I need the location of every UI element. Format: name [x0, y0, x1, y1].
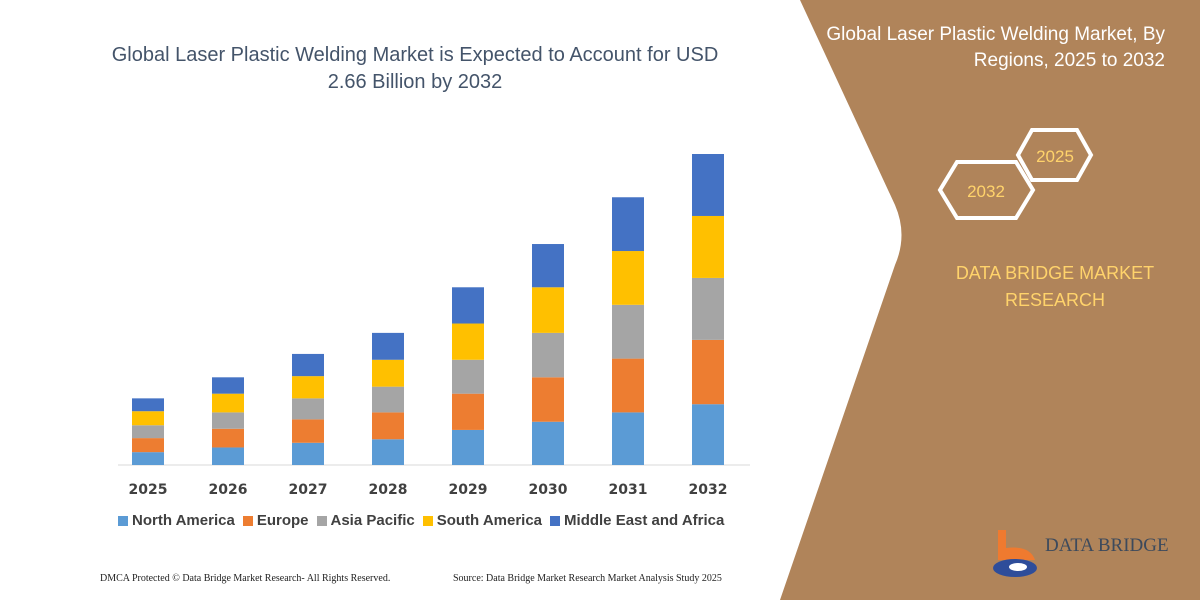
- bar-segment-2031-asia-pacific: [612, 304, 644, 359]
- legend-swatch: [118, 515, 128, 526]
- bar-segment-2029-middle-east-and-africa: [452, 287, 484, 324]
- x-ticks-group: 2025 2026 2027 2028 2029 2030 2031 2032: [129, 482, 728, 498]
- legend-swatch: [422, 515, 433, 526]
- bar-segment-2027-south-america: [292, 376, 324, 399]
- legend-label: Middle East and Africa: [564, 512, 725, 529]
- legend-swatch: [550, 515, 561, 526]
- bar-segment-2032-south-america: [692, 215, 724, 278]
- bar-segment-2031-south-america: [612, 251, 644, 305]
- bar-segment-2030-north-america: [532, 421, 564, 465]
- x-tick-label: 2025: [129, 482, 168, 498]
- side-panel-shape: [780, 0, 1200, 600]
- bar-segment-2025-asia-pacific: [132, 425, 164, 439]
- x-tick-label: 2026: [209, 482, 248, 498]
- bar-segment-2026-middle-east-and-africa: [212, 377, 244, 394]
- bar-segment-2027-asia-pacific: [292, 398, 324, 420]
- bar-segment-2025-north-america: [132, 452, 164, 465]
- bar-segment-2025-south-america: [132, 411, 164, 426]
- legend-item: Asia Pacific: [316, 512, 415, 529]
- bar-segment-2025-europe: [132, 438, 164, 453]
- logo-icon: [993, 530, 1037, 577]
- footer-source: Source: Data Bridge Market Research Mark…: [453, 573, 722, 584]
- legend-swatch: [242, 515, 253, 526]
- hexagon-2025: 2025: [1015, 128, 1094, 182]
- bar-segment-2028-middle-east-and-africa: [372, 332, 404, 360]
- legend-item: Middle East and Africa: [550, 512, 724, 529]
- bar-segment-2026-north-america: [212, 447, 244, 465]
- bar-segment-2029-north-america: [452, 429, 484, 465]
- hex-label-2032: 2032: [967, 182, 1005, 201]
- legend-item: North America: [118, 512, 235, 529]
- bar-segment-2028-north-america: [372, 439, 404, 465]
- footer-copyright: DMCA Protected © Data Bridge Market Rese…: [100, 573, 391, 584]
- legend: North America Europe Asia Pacific South Ame…: [118, 512, 724, 529]
- x-tick-label: 2027: [289, 482, 328, 498]
- legend-label: Asia Pacific: [330, 512, 415, 529]
- logo-text: DATA BRIDGE: [1045, 535, 1169, 556]
- bar-segment-2027-europe: [292, 419, 324, 443]
- bar-segment-2029-south-america: [452, 323, 484, 360]
- bar-segment-2030-south-america: [532, 287, 564, 333]
- bars-group: [132, 154, 724, 465]
- legend-item: South America: [422, 512, 543, 529]
- bar-segment-2031-middle-east-and-africa: [612, 197, 644, 252]
- side-panel-title: Global Laser Plastic Welding Market, By …: [826, 24, 1165, 71]
- bar-segment-2031-north-america: [612, 412, 644, 465]
- legend-swatch: [316, 515, 327, 526]
- x-tick-label: 2031: [609, 482, 648, 498]
- x-tick-label: 2030: [529, 482, 568, 498]
- bar-segment-2029-europe: [452, 393, 484, 430]
- bar-segment-2030-middle-east-and-africa: [532, 244, 564, 288]
- bar-segment-2032-middle-east-and-africa: [692, 154, 724, 216]
- bar-segment-2027-middle-east-and-africa: [292, 353, 324, 377]
- bar-segment-2030-asia-pacific: [532, 332, 564, 378]
- legend-label: Europe: [256, 512, 309, 529]
- chart-title: Global Laser Plastic Welding Market is E…: [111, 44, 719, 93]
- x-tick-label: 2032: [689, 482, 728, 498]
- bar-segment-2027-north-america: [292, 442, 324, 465]
- legend-item: Europe: [242, 512, 309, 529]
- bar-segment-2030-europe: [532, 377, 564, 422]
- legend-label: North America: [132, 512, 235, 529]
- bar-segment-2029-asia-pacific: [452, 359, 484, 394]
- brand-text: DATA BRIDGE MARKET RESEARCH: [955, 263, 1155, 310]
- bar-segment-2028-asia-pacific: [372, 386, 404, 413]
- bar-segment-2032-north-america: [692, 404, 724, 465]
- bar-segment-2031-europe: [612, 358, 644, 413]
- bar-segment-2032-asia-pacific: [692, 277, 724, 340]
- x-tick-label: 2028: [369, 482, 408, 498]
- bar-segment-2026-europe: [212, 428, 244, 448]
- bar-segment-2026-south-america: [212, 393, 244, 413]
- hexagon-2032: 2032: [937, 160, 1036, 220]
- hex-label-2025: 2025: [1036, 147, 1074, 166]
- bar-segment-2028-europe: [372, 412, 404, 440]
- bar-segment-2032-europe: [692, 339, 724, 405]
- x-tick-label: 2029: [449, 482, 488, 498]
- bar-segment-2025-middle-east-and-africa: [132, 398, 164, 412]
- bar-segment-2028-south-america: [372, 359, 404, 387]
- bar-segment-2026-asia-pacific: [212, 412, 244, 429]
- legend-label: South America: [436, 512, 543, 529]
